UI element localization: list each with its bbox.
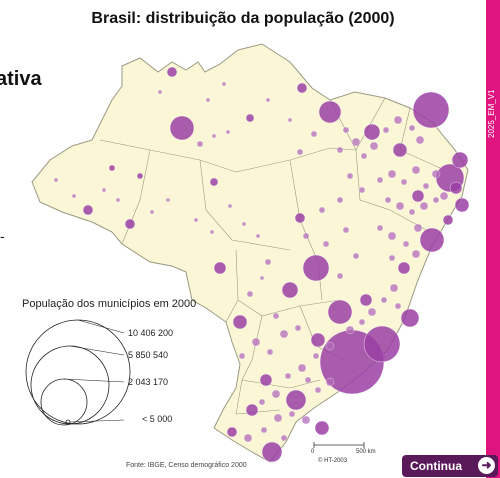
city-palmas	[294, 212, 306, 224]
city-porto-velho	[124, 218, 136, 230]
side-strip: 2025_EM_V1	[486, 0, 500, 478]
city-campo-grande	[232, 314, 248, 330]
city-cuiaba	[213, 261, 227, 275]
city-maceio	[454, 197, 470, 213]
city-londrina	[259, 373, 273, 387]
city-teresina	[392, 142, 408, 158]
legend-value-large: 5 850 540	[128, 350, 169, 360]
city-eirunepe	[108, 164, 116, 172]
city-circles	[82, 66, 470, 463]
city-salvador	[419, 227, 445, 253]
strip-code: 2025_EM_V1	[487, 89, 496, 138]
scale-distance: 500 km	[356, 449, 376, 455]
city-florianopolis	[314, 420, 330, 436]
city-fortaleza	[412, 91, 450, 129]
city-vitoria	[400, 308, 420, 328]
city-manaus	[169, 115, 195, 141]
legend-circle-large	[30, 345, 110, 425]
map-copyright: © HT-2003	[318, 458, 348, 464]
legend-value-largest: 10 406 200	[128, 328, 174, 338]
city-ribeirao-preto	[310, 332, 326, 348]
partial-heading: ativa	[0, 68, 42, 90]
legend-leader-lines	[63, 319, 125, 423]
city-boa-vista	[166, 66, 178, 78]
brazil-territory	[31, 43, 469, 463]
city-porto-alegre	[261, 441, 283, 463]
city-curitiba	[285, 389, 307, 411]
legend-title: População dos municípios em 2000	[22, 298, 197, 310]
continue-button[interactable]: Continua ➜	[402, 455, 498, 477]
city-aracaju	[442, 214, 454, 226]
city-macapa	[296, 82, 308, 94]
state-borders	[99, 97, 441, 415]
city-belem	[318, 100, 342, 124]
legend-value-medium: 2 043 170	[128, 377, 169, 387]
city-chapeco	[245, 403, 259, 417]
legend-circles	[25, 319, 131, 426]
map-source: Fonte: IBGE, Censo demográfico 2000	[126, 462, 247, 469]
small-city-clusters	[53, 81, 449, 443]
city-brasilia	[302, 254, 330, 282]
city-natal	[451, 151, 469, 169]
city-vitoria-da-conquista	[397, 261, 411, 275]
scale-zero: 0	[311, 449, 315, 455]
scale-bar	[313, 442, 365, 448]
city-montes-claros	[359, 293, 373, 307]
legend-value-smallest: < 5 000	[142, 414, 173, 424]
city-sao-luis	[363, 123, 381, 141]
continue-label: Continua	[410, 459, 462, 473]
city-santa-maria	[226, 426, 238, 438]
city-belo-horizonte	[327, 299, 353, 325]
city-rio-branco	[82, 204, 94, 216]
legend-circle-medium	[40, 378, 88, 426]
city-santarem	[245, 113, 255, 123]
brazil-population-map	[25, 43, 470, 463]
city-joao-pessoa	[449, 181, 463, 195]
city-tefe	[136, 172, 144, 180]
city-campina-grande	[411, 189, 425, 203]
partial-dash: -	[0, 228, 5, 244]
city-itaituba	[209, 177, 219, 187]
arrow-right-icon: ➜	[478, 457, 495, 474]
city-rio-de-janeiro	[363, 325, 401, 363]
page-title: Brasil: distribuição da população (2000)	[91, 10, 395, 27]
city-goiania	[281, 281, 299, 299]
